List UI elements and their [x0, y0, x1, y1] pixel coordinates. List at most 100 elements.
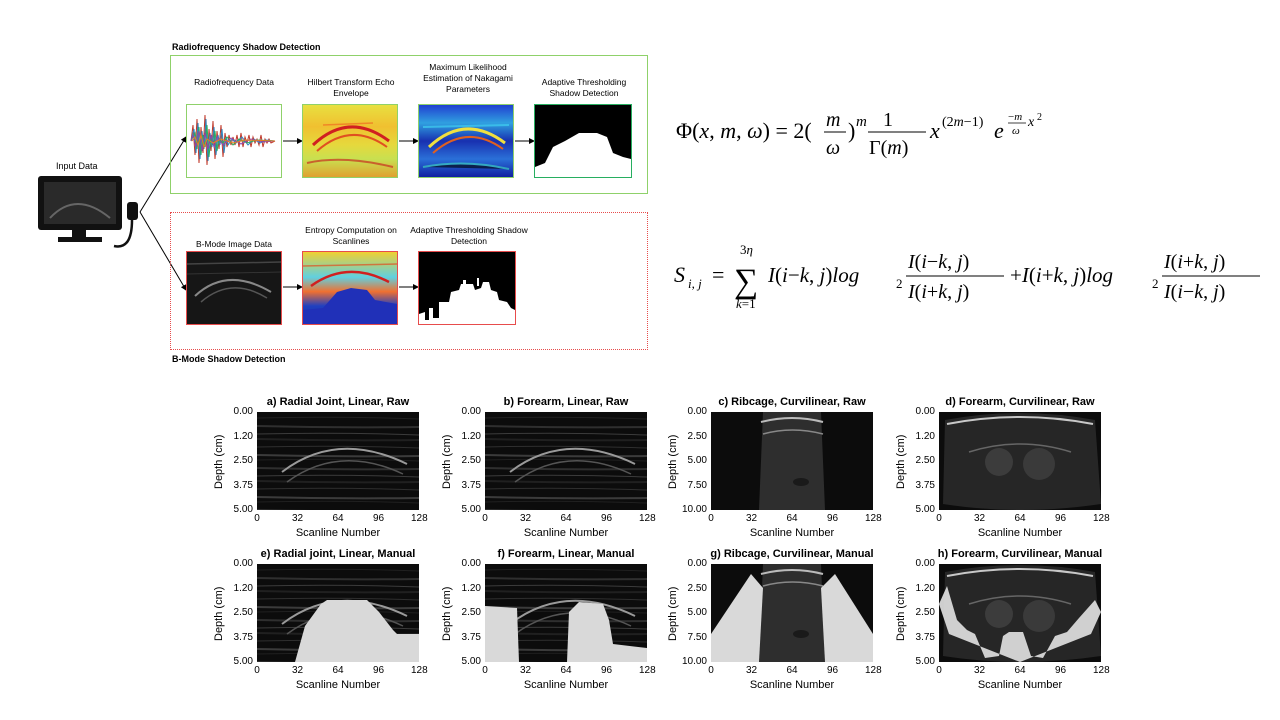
x-tick-label: 96 [600, 513, 613, 524]
svg-text:k=1: k=1 [736, 296, 756, 311]
svg-text:ω: ω [1012, 125, 1020, 137]
ultrasound-image [939, 412, 1101, 510]
svg-text:I(i−k, j): I(i−k, j) [1163, 281, 1225, 303]
bmode-threshold-image [418, 251, 516, 325]
x-tick-label: 128 [411, 665, 428, 676]
rf-step-1-label: Radiofrequency Data [194, 77, 274, 87]
panel-title: a) Radial Joint, Linear, Raw [266, 396, 410, 408]
y-tick-label: 2.50 [915, 607, 935, 618]
y-tick-label: 2.50 [233, 607, 253, 618]
x-tick-label: 64 [560, 513, 572, 524]
svg-text:(2m−1): (2m−1) [942, 115, 984, 130]
x-tick-label: 96 [826, 665, 839, 676]
svg-text:i, j: i, j [688, 276, 702, 291]
ultrasound-image [711, 564, 873, 662]
nakagami-formula: Φ(x, m, ω) = 2( m ω ) m 1 Γ(m) x (2m−1) … [676, 96, 1096, 166]
ultrasound-image [257, 564, 419, 662]
y-tick-label: 1.20 [915, 430, 935, 442]
ultrasound-image [711, 412, 873, 510]
y-tick-label: 1.20 [461, 582, 481, 594]
svg-text:∑: ∑ [734, 263, 758, 300]
svg-text:x: x [929, 118, 940, 143]
y-tick-label: 5.00 [915, 504, 935, 515]
x-tick-label: 128 [1093, 513, 1110, 524]
y-tick-label: 0.00 [915, 558, 935, 569]
y-tick-label: 3.75 [915, 631, 935, 643]
hilbert-envelope-image [302, 104, 398, 178]
y-tick-label: 1.20 [233, 430, 253, 442]
panel-title: g) Ribcage, Curvilinear, Manual [710, 548, 874, 560]
rf-section-title: Radiofrequency Shadow Detection [172, 42, 321, 52]
bmode-section-title: B-Mode Shadow Detection [172, 354, 286, 364]
x-tick-label: 32 [291, 513, 304, 524]
y-axis-label: Depth (cm) [441, 434, 453, 489]
x-tick-label: 128 [1093, 665, 1110, 676]
x-tick-label: 96 [372, 665, 385, 676]
y-tick-label: 0.00 [461, 406, 481, 417]
rf-step-3-label: Maximum Likelihood Estimation of Nakagam… [423, 62, 513, 94]
x-axis-label: Scanline Number [977, 527, 1063, 539]
y-tick-label: 5.00 [233, 504, 253, 515]
svg-text:2: 2 [1152, 276, 1159, 291]
y-tick-label: 0.00 [233, 558, 253, 569]
svg-text:S: S [674, 262, 685, 287]
input-label: Input Data [56, 161, 98, 171]
x-tick-label: 32 [973, 665, 986, 676]
y-tick-label: 2.50 [687, 430, 707, 442]
ultrasound-image [939, 564, 1101, 662]
panel-title: h) Forearm, Curvilinear, Manual [937, 548, 1103, 560]
y-tick-label: 0.00 [233, 406, 253, 417]
bmode-image [186, 251, 282, 325]
y-axis-label: Depth (cm) [667, 434, 679, 489]
x-tick-label: 96 [826, 513, 839, 524]
rf-section-box [170, 55, 648, 194]
y-tick-label: 0.00 [687, 406, 707, 417]
y-tick-label: 2.50 [687, 582, 707, 594]
y-tick-label: 3.75 [233, 479, 253, 491]
x-tick-label: 64 [1014, 513, 1026, 524]
y-axis-label: Depth (cm) [213, 586, 225, 641]
svg-text:=: = [712, 262, 724, 287]
x-tick-label: 0 [482, 665, 488, 676]
ultrasound-image [485, 412, 647, 510]
x-tick-label: 0 [482, 513, 488, 524]
panel-title: b) Forearm, Linear, Raw [503, 396, 629, 408]
y-tick-label: 2.50 [915, 455, 935, 466]
y-tick-label: 3.75 [461, 479, 481, 491]
svg-text:m: m [826, 109, 840, 131]
bmode-step-2-label: Entropy Computation on Scanlines [305, 225, 397, 246]
svg-text:I(i+k, j): I(i+k, j) [1163, 251, 1225, 273]
y-axis-label: Depth (cm) [213, 434, 225, 489]
svg-text:3η: 3η [740, 242, 753, 257]
svg-text:I(i−k, j)log: I(i−k, j)log [767, 263, 859, 287]
x-axis-label: Scanline Number [295, 527, 381, 539]
svg-text:m: m [856, 114, 867, 130]
x-tick-label: 128 [639, 513, 656, 524]
panel-title: e) Radial joint, Linear, Manual [260, 548, 416, 560]
x-tick-label: 0 [936, 513, 942, 524]
svg-text:Φ(x, m, ω) = 2(: Φ(x, m, ω) = 2( [676, 118, 812, 143]
panel-title: d) Forearm, Curvilinear, Raw [945, 396, 1095, 408]
x-tick-label: 64 [1014, 665, 1026, 676]
nakagami-image [418, 104, 514, 178]
bmode-section-box [170, 212, 648, 350]
x-tick-label: 32 [519, 665, 532, 676]
x-axis-label: Scanline Number [295, 679, 381, 691]
y-tick-label: 0.00 [461, 558, 481, 569]
y-tick-label: 1.20 [233, 582, 253, 594]
y-tick-label: 5.00 [915, 656, 935, 667]
x-tick-label: 64 [332, 513, 344, 524]
x-tick-label: 128 [411, 513, 428, 524]
svg-text:): ) [848, 118, 855, 143]
svg-text:ω: ω [826, 137, 840, 159]
svg-text:I(i−k, j): I(i−k, j) [907, 251, 969, 273]
x-axis-label: Scanline Number [523, 679, 609, 691]
ultrasound-image [485, 564, 647, 662]
entropy-image [302, 251, 398, 325]
y-axis-label: Depth (cm) [895, 586, 907, 641]
x-axis-label: Scanline Number [523, 527, 609, 539]
y-tick-label: 10.00 [681, 656, 707, 667]
x-tick-label: 64 [786, 513, 798, 524]
y-axis-label: Depth (cm) [667, 586, 679, 641]
x-tick-label: 64 [786, 665, 798, 676]
